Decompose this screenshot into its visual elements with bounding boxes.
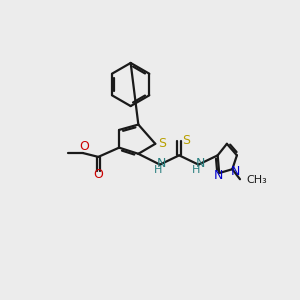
- Text: N: N: [231, 165, 240, 178]
- Text: CH₃: CH₃: [246, 175, 267, 185]
- Text: N: N: [214, 169, 223, 182]
- Text: S: S: [182, 134, 190, 147]
- Text: H: H: [153, 165, 162, 175]
- Text: O: O: [93, 168, 103, 181]
- Text: N: N: [195, 157, 205, 170]
- Text: H: H: [192, 165, 200, 175]
- Text: S: S: [158, 136, 166, 149]
- Text: N: N: [157, 157, 166, 170]
- Text: O: O: [80, 140, 89, 153]
